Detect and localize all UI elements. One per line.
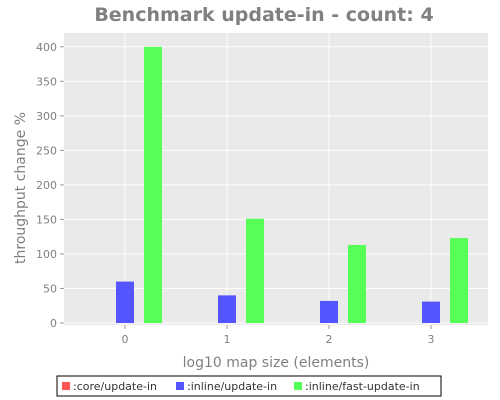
- y-tick-label: 200: [36, 179, 57, 192]
- x-axis: 0 1 2 3: [122, 325, 435, 346]
- legend-label-core-update-in: :core/update-in: [73, 380, 157, 393]
- legend: :core/update-in :inline/update-in :inline/…: [62, 380, 420, 393]
- grid-lines: [64, 33, 488, 325]
- y-tick-label: 400: [36, 41, 57, 54]
- bars: [116, 46, 468, 324]
- bar-inline-fast-update-in-3: [450, 238, 468, 323]
- bar-inline-update-in-3: [422, 301, 440, 323]
- legend-swatch-core-update-in: [62, 382, 70, 390]
- y-tick-label: 50: [43, 282, 57, 295]
- x-axis-label: log10 map size (elements): [183, 355, 370, 371]
- legend-swatch-inline-update-in: [176, 382, 184, 390]
- legend-label-inline-update-in: :inline/update-in: [187, 380, 277, 393]
- y-tick-label: 150: [36, 213, 57, 226]
- bar-inline-update-in-2: [320, 300, 338, 323]
- y-axis-label: throughput change %: [13, 112, 29, 264]
- bar-inline-fast-update-in-2: [348, 244, 366, 323]
- x-tick-label: 2: [326, 333, 333, 346]
- y-tick-label: 0: [50, 317, 57, 330]
- y-tick-label: 100: [36, 248, 57, 261]
- y-axis: 0 50 100 150 200 250 300 350 400: [36, 41, 64, 330]
- bar-inline-fast-update-in-0: [144, 46, 162, 324]
- chart-title: Benchmark update-in - count: 4: [94, 4, 433, 26]
- x-tick-label: 0: [122, 333, 129, 346]
- y-tick-label: 250: [36, 144, 57, 157]
- legend-box: [56, 375, 442, 397]
- bar-inline-update-in-0: [116, 281, 134, 323]
- plot-area: [64, 33, 488, 325]
- bar-inline-update-in-1: [218, 295, 236, 323]
- x-tick-label: 1: [224, 333, 231, 346]
- legend-swatch-inline-fast-update-in: [294, 382, 302, 390]
- y-tick-label: 300: [36, 110, 57, 123]
- legend-label-inline-fast-update-in: :inline/fast-update-in: [305, 380, 420, 393]
- y-tick-label: 350: [36, 75, 57, 88]
- x-tick-label: 3: [428, 333, 435, 346]
- bar-inline-fast-update-in-1: [246, 218, 264, 323]
